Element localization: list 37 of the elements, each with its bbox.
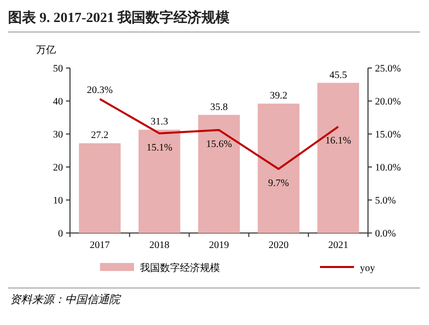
- y-tick-label: 50: [53, 64, 63, 74]
- data-label: 20.3%: [86, 85, 113, 96]
- data-label: 31.3: [150, 116, 168, 128]
- y2-tick-label: 20.0%: [375, 96, 401, 108]
- data-label: 35.8: [210, 102, 228, 113]
- data-label: 15.6%: [206, 139, 232, 150]
- y2-tick-label: 0.0%: [375, 228, 396, 240]
- y-tick-label: 20: [53, 162, 63, 174]
- bar: [258, 104, 300, 233]
- bar: [78, 143, 121, 233]
- x-tick-label: 2021: [328, 240, 348, 251]
- bar: [317, 82, 360, 233]
- x-tick-label: 2017: [90, 240, 110, 251]
- y2-tick-label: 5.0%: [375, 196, 396, 206]
- x-tick-label: 2019: [209, 240, 229, 251]
- data-label: 27.2: [91, 130, 109, 142]
- data-label: 45.5: [329, 70, 347, 81]
- y2-tick-label: 15.0%: [375, 130, 401, 140]
- chart-title: 图表 9. 2017-2021 我国数字经济规模: [8, 9, 231, 26]
- bar: [138, 130, 180, 233]
- y-tick-label: 30: [53, 130, 63, 140]
- data-label: 39.2: [270, 90, 288, 102]
- y-tick-label: 10: [53, 196, 63, 206]
- x-tick-label: 2020: [268, 240, 289, 251]
- y2-tick-label: 10.0%: [375, 162, 401, 174]
- y2-tick-label: 25.0%: [375, 64, 401, 74]
- x-tick-label: 2018: [149, 240, 170, 251]
- legend-label: yoy: [360, 263, 375, 274]
- y-tick-label: 40: [53, 96, 63, 108]
- data-label: 9.7%: [268, 178, 290, 189]
- legend-label: 我国数字经济规模: [140, 262, 220, 274]
- y-tick-label: 0: [58, 228, 63, 240]
- bar: [198, 114, 240, 233]
- y-axis-title: 万亿: [36, 45, 56, 56]
- data-label: 15.1%: [146, 142, 172, 154]
- data-label: 16.1%: [325, 136, 352, 147]
- text: 资料来源：中国信通院: [10, 293, 122, 306]
